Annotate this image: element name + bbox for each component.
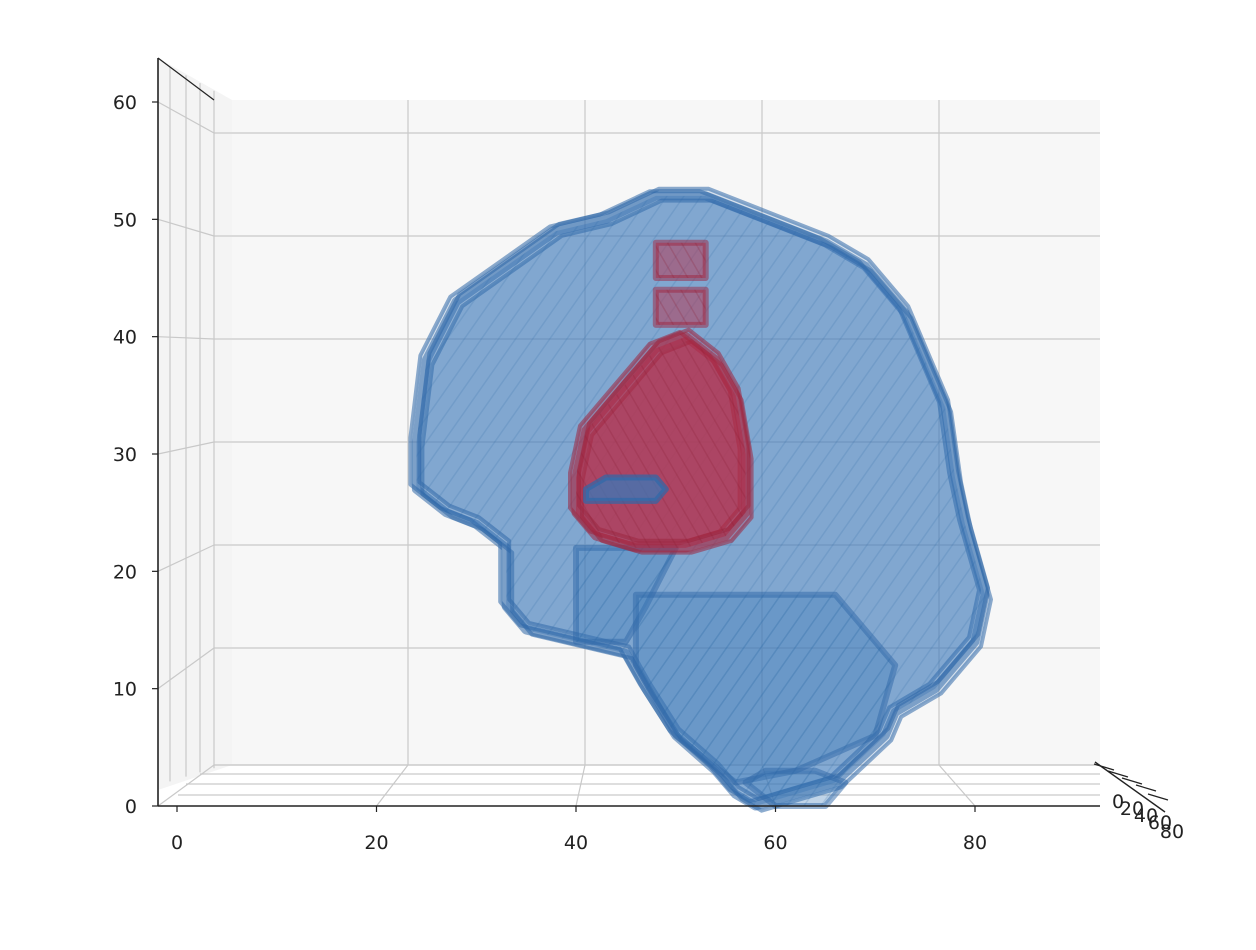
- voxel-blob-facets: [655, 289, 706, 325]
- voxel-series-2: [568, 239, 754, 555]
- z-tick-label: 10: [113, 679, 137, 701]
- y-tick: [1135, 784, 1157, 792]
- voxel-blob-facets: [745, 770, 846, 806]
- x-tick-label: 20: [364, 832, 388, 854]
- y-tick-label: 0: [1112, 791, 1124, 813]
- z-tick-label: 60: [113, 92, 137, 114]
- z-tick-label: 20: [113, 561, 137, 583]
- depth-edge: [157, 57, 215, 101]
- y-tick-label: 40: [1134, 805, 1158, 827]
- z-tick-label: 40: [113, 327, 137, 349]
- voxel-meshes: [408, 186, 993, 813]
- y-tick-label: 60: [1148, 812, 1172, 834]
- grid-line-floor-x: [575, 764, 586, 807]
- y-tick: [1093, 763, 1115, 771]
- x-tick-label: 60: [763, 832, 787, 854]
- x-tick-label: 80: [963, 832, 987, 854]
- x-tick-label: 0: [171, 832, 183, 854]
- grid-line-floor-x: [938, 764, 976, 807]
- grid-line-floor-x: [376, 764, 409, 807]
- y-tick-label: 80: [1160, 821, 1184, 843]
- voxel-core: [583, 474, 669, 504]
- voxel-blob-facets: [635, 594, 896, 783]
- axes: [152, 57, 1169, 813]
- voxel-blob-facets: [655, 242, 706, 278]
- y-tick: [1107, 770, 1129, 778]
- grid-line-side-z: [157, 764, 215, 807]
- voxel-blob-facets: [576, 547, 676, 642]
- y-tick: [1147, 793, 1169, 801]
- x-tick-label: 40: [564, 832, 588, 854]
- y-tick-label: 20: [1120, 798, 1144, 820]
- y-axis-line: [1094, 761, 1166, 813]
- z-tick-label: 50: [113, 209, 137, 231]
- z-tick-label: 30: [113, 444, 137, 466]
- z-tick-label: 0: [125, 796, 137, 818]
- y-tick: [1121, 777, 1143, 785]
